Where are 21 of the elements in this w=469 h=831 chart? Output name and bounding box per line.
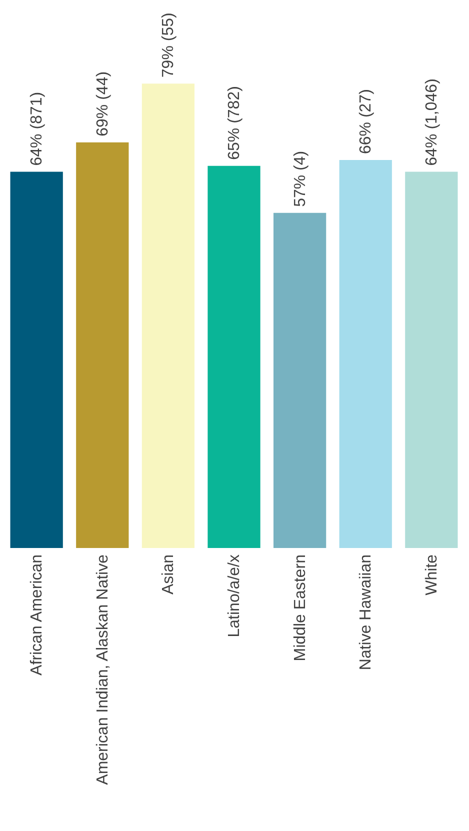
x-tick-label: Middle Eastern bbox=[292, 554, 309, 662]
x-tick-label: Native Hawaiian bbox=[358, 554, 375, 670]
x-tick-label: American Indian, Alaskan Native bbox=[94, 554, 112, 785]
data-label: 57% (4) bbox=[292, 150, 309, 207]
bar bbox=[208, 166, 260, 548]
data-label: 64% (871) bbox=[28, 92, 46, 166]
data-label: 64% (1,046) bbox=[423, 78, 440, 166]
data-label: 79% (55) bbox=[160, 12, 178, 78]
x-tick-label: White bbox=[423, 554, 440, 596]
bar bbox=[273, 212, 326, 548]
x-tick-label: African American bbox=[28, 554, 46, 676]
bar bbox=[10, 172, 63, 548]
bar bbox=[405, 172, 458, 548]
bar bbox=[142, 84, 195, 548]
bar bbox=[339, 160, 392, 548]
x-tick-label: Asian bbox=[160, 554, 178, 595]
data-label: 69% (44) bbox=[94, 71, 112, 136]
data-label: 66% (27) bbox=[358, 89, 375, 154]
bar bbox=[76, 142, 129, 548]
x-tick-label: Latino/a/e/x bbox=[226, 554, 243, 638]
data-label: 65% (782) bbox=[226, 86, 243, 160]
